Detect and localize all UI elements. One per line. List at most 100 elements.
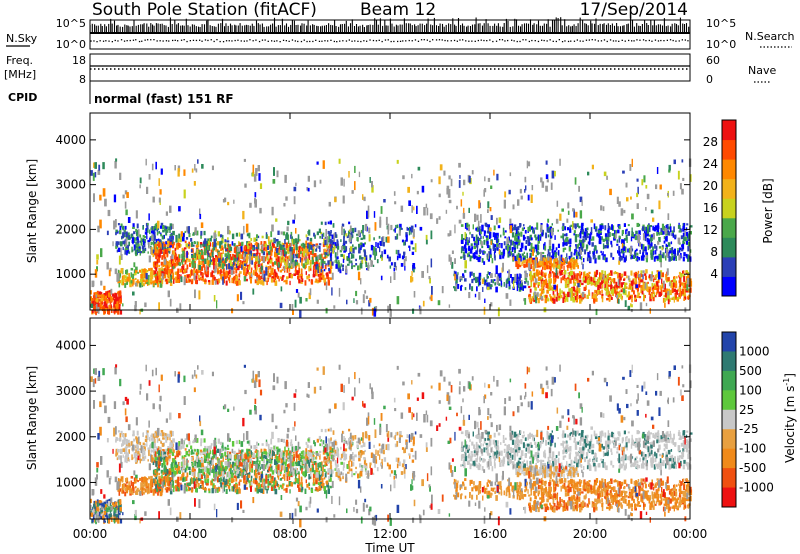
power-cell	[601, 297, 604, 303]
power-cell	[393, 267, 395, 272]
power-cell	[179, 268, 182, 273]
power-cell	[354, 246, 357, 250]
nsearch-dot	[129, 39, 131, 42]
power-cell	[655, 255, 658, 259]
power-cell	[266, 251, 269, 256]
power-cell	[576, 298, 578, 303]
power-cell	[647, 244, 650, 251]
power-cell	[464, 223, 467, 229]
power-cell	[150, 246, 153, 255]
nsearch-dot	[639, 39, 641, 41]
nsearch-dot	[636, 39, 638, 41]
power-cell	[207, 250, 209, 255]
power-cell	[612, 293, 615, 297]
power-cell	[597, 284, 600, 290]
power-cell	[324, 239, 327, 246]
power-cell	[243, 263, 247, 267]
power-cell	[541, 261, 544, 267]
power-cell	[270, 246, 272, 251]
power-cell	[300, 276, 302, 279]
power-cell	[581, 282, 584, 286]
power-cell	[210, 259, 212, 262]
power-cell	[642, 274, 644, 280]
power-cell	[685, 280, 687, 284]
power-cell	[539, 260, 543, 266]
power-colorbar-frame	[721, 119, 737, 297]
power-cell	[502, 227, 505, 232]
power-cell	[379, 220, 382, 228]
power-cell	[246, 233, 250, 237]
power-cell	[630, 294, 633, 299]
power-cell	[594, 226, 598, 230]
power-cell	[270, 267, 273, 272]
power-cell	[155, 268, 158, 272]
power-cell	[625, 234, 628, 240]
power-cell	[255, 264, 258, 271]
power-cell	[120, 254, 123, 260]
power-cell	[343, 178, 345, 187]
power-cell	[394, 236, 398, 240]
power-cell	[567, 291, 570, 297]
power-cell	[185, 280, 188, 283]
power-cell	[617, 279, 620, 286]
power-cell	[665, 243, 667, 248]
power-cell	[174, 165, 176, 171]
power-cell	[405, 256, 407, 262]
power-cell	[351, 262, 353, 268]
power-cell	[553, 284, 557, 290]
power-cell	[654, 295, 657, 298]
power-cell	[598, 236, 602, 245]
power-cell	[153, 235, 156, 241]
power-cell	[667, 231, 670, 236]
power-cell	[569, 271, 571, 276]
power-cell	[656, 281, 659, 287]
power-cell	[483, 277, 485, 282]
power-cell	[343, 236, 345, 244]
power-cell	[682, 240, 685, 245]
power-cell	[152, 231, 155, 237]
power-cell	[163, 248, 166, 252]
power-cell	[576, 296, 579, 300]
power-cell	[316, 231, 319, 236]
power-cell	[685, 289, 689, 293]
nsearch-dot	[642, 39, 645, 41]
power-cell	[596, 290, 599, 295]
power-cell	[104, 198, 107, 207]
power-cell	[297, 246, 301, 253]
power-cell	[499, 272, 502, 279]
power-cell	[592, 236, 595, 241]
power-cell	[228, 246, 231, 251]
power-cell	[191, 259, 195, 264]
power-cell	[453, 273, 455, 277]
power-cell	[636, 257, 638, 261]
power-cell	[356, 236, 359, 241]
power-cell	[119, 225, 122, 231]
power-cell	[478, 276, 481, 286]
power-cell	[493, 225, 496, 231]
power-cell	[524, 298, 527, 305]
power-cell	[164, 265, 168, 269]
power-cell	[218, 269, 221, 274]
power-cell	[94, 172, 97, 178]
power-cell	[645, 226, 648, 232]
power-cell	[134, 277, 137, 281]
power-cell	[212, 259, 215, 266]
power-cell	[207, 255, 209, 261]
power-colorbar-segment	[722, 178, 736, 199]
power-cell	[563, 240, 565, 247]
power-cell	[344, 240, 348, 244]
power-cell	[605, 235, 608, 242]
power-cell	[544, 298, 547, 304]
power-cell	[586, 227, 589, 231]
power-cell	[403, 241, 406, 246]
power-cell	[361, 259, 364, 264]
power-cell	[262, 251, 266, 256]
power-cell	[125, 269, 128, 275]
power-cell	[119, 309, 123, 315]
power-cell	[602, 255, 604, 260]
power-cell	[159, 239, 162, 243]
power-cell	[458, 180, 461, 188]
nsearch-dot	[201, 40, 203, 42]
power-cell	[466, 253, 470, 258]
power-cell	[319, 267, 321, 273]
